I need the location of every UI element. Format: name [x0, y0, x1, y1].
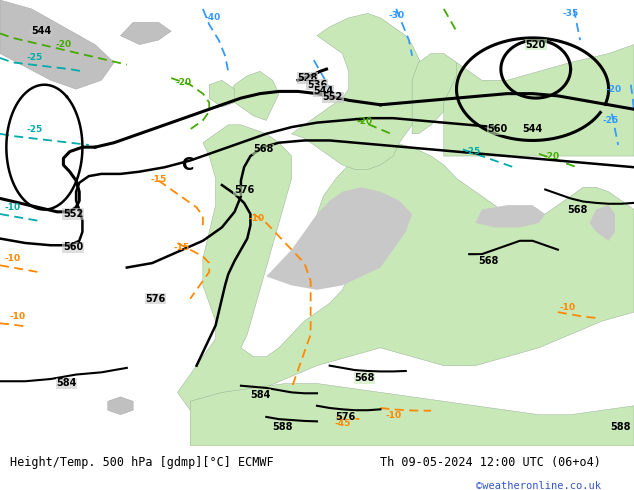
Polygon shape — [228, 72, 279, 121]
Text: -30: -30 — [388, 11, 404, 20]
Text: 536: 536 — [307, 80, 327, 90]
Text: 584: 584 — [250, 390, 270, 400]
Text: 544: 544 — [31, 26, 51, 36]
Text: 552: 552 — [63, 209, 83, 219]
Text: 568: 568 — [354, 373, 375, 383]
Text: -25: -25 — [602, 116, 619, 125]
Text: 528: 528 — [297, 73, 318, 83]
Text: -15: -15 — [173, 243, 190, 252]
Text: 544: 544 — [313, 86, 333, 96]
Text: -20: -20 — [176, 78, 192, 87]
Polygon shape — [444, 45, 634, 156]
Text: -20: -20 — [543, 152, 560, 162]
Text: 568: 568 — [253, 145, 273, 154]
Text: -25: -25 — [464, 147, 481, 156]
Text: 576: 576 — [234, 185, 254, 196]
Text: -45: -45 — [334, 419, 351, 428]
Text: 576: 576 — [335, 412, 356, 422]
Text: 520: 520 — [526, 40, 546, 49]
Text: -25: -25 — [27, 125, 43, 134]
Text: 588: 588 — [272, 422, 292, 432]
Text: -20: -20 — [605, 85, 621, 94]
Text: -10: -10 — [4, 203, 21, 212]
Polygon shape — [590, 205, 615, 241]
Text: C: C — [181, 156, 193, 174]
Polygon shape — [292, 13, 431, 170]
Polygon shape — [476, 205, 545, 227]
Text: 584: 584 — [56, 378, 77, 389]
Text: -25: -25 — [27, 53, 43, 62]
Text: ©weatheronline.co.uk: ©weatheronline.co.uk — [476, 481, 600, 490]
Polygon shape — [178, 125, 634, 410]
Polygon shape — [0, 0, 114, 89]
Polygon shape — [108, 397, 133, 415]
Text: 560: 560 — [488, 124, 508, 134]
Text: -35: -35 — [562, 9, 579, 18]
Text: 568: 568 — [567, 204, 587, 215]
Text: 560: 560 — [63, 243, 83, 252]
Text: -10: -10 — [559, 303, 576, 312]
Text: -20: -20 — [55, 40, 72, 49]
Text: Th 09-05-2024 12:00 UTC (06+o4): Th 09-05-2024 12:00 UTC (06+o4) — [380, 456, 601, 469]
Text: -10: -10 — [385, 411, 401, 420]
Text: -15: -15 — [150, 175, 167, 184]
Text: -10: -10 — [10, 312, 25, 321]
Polygon shape — [209, 80, 235, 107]
Polygon shape — [266, 187, 412, 290]
Text: -40: -40 — [204, 13, 221, 23]
Text: 588: 588 — [611, 422, 631, 432]
Polygon shape — [190, 384, 634, 446]
Text: Height/Temp. 500 hPa [gdmp][°C] ECMWF: Height/Temp. 500 hPa [gdmp][°C] ECMWF — [10, 456, 273, 469]
Text: -10: -10 — [249, 214, 265, 223]
Text: 576: 576 — [145, 294, 165, 304]
Text: 544: 544 — [522, 124, 543, 134]
Text: -10: -10 — [4, 254, 21, 263]
Polygon shape — [120, 22, 171, 45]
Text: 552: 552 — [323, 92, 343, 102]
Text: 568: 568 — [478, 256, 498, 266]
Polygon shape — [412, 53, 463, 134]
Text: -20: -20 — [356, 117, 373, 126]
